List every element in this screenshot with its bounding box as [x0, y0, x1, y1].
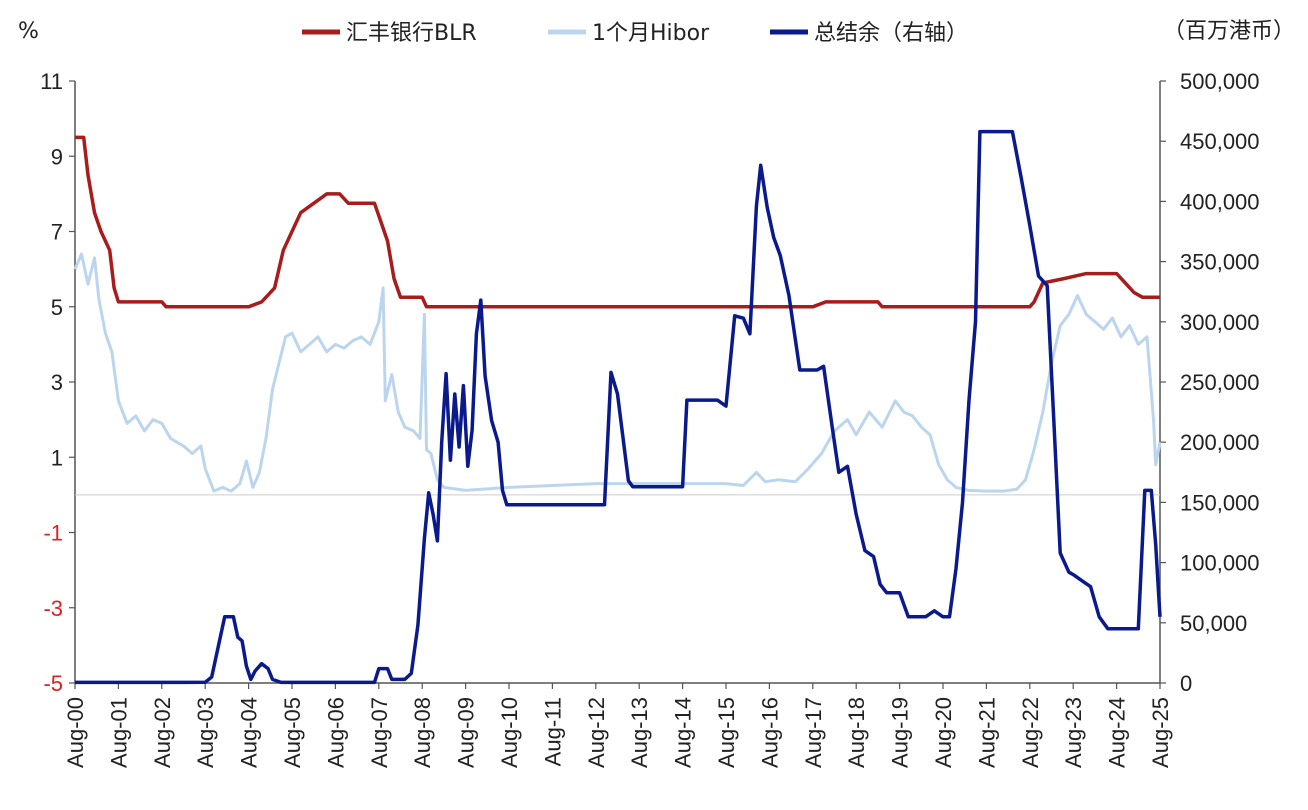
right-tick-label: 300,000: [1180, 310, 1260, 335]
series-line: [75, 129, 1162, 685]
x-tick-label: Aug-09: [454, 697, 479, 768]
x-tick-label: Aug-05: [280, 697, 305, 768]
right-tick-label: 450,000: [1180, 129, 1260, 154]
x-tick-label: Aug-14: [671, 697, 696, 768]
right-axis-ticks: 500,000 450,000 400,000 350,000 300,000 250,0…: [1160, 69, 1260, 696]
right-tick-label: 0: [1180, 671, 1192, 696]
left-tick-label: -3: [43, 596, 63, 621]
x-tick-label: Aug-20: [931, 697, 956, 768]
x-tick-label: Aug-03: [193, 697, 218, 768]
right-axis-unit: （百万港币）: [1163, 19, 1295, 44]
legend-label: 总结余（右轴）: [814, 21, 968, 46]
series-line: [75, 135, 1160, 309]
left-tick-label: 3: [51, 370, 63, 395]
x-tick-label: Aug-24: [1105, 697, 1130, 768]
x-tick-label: Aug-04: [237, 697, 262, 768]
x-tick-label: Aug-08: [410, 697, 435, 768]
x-tick-label: Aug-10: [497, 697, 522, 768]
legend-label: 1个月Hibor: [592, 21, 710, 46]
right-tick-label: 350,000: [1180, 250, 1260, 275]
x-tick-label: Aug-15: [714, 697, 739, 768]
chart-axes: [74, 81, 1161, 684]
x-tick-label: Aug-06: [323, 697, 348, 768]
x-tick-label: Aug-00: [63, 697, 88, 768]
x-tick-label: Aug-16: [757, 697, 782, 768]
legend-item: 1个月Hibor: [548, 21, 710, 46]
x-tick-label: Aug-02: [150, 697, 175, 768]
right-tick-label: 50,000: [1180, 611, 1247, 636]
left-tick-label: -5: [43, 671, 63, 696]
x-tick-label: Aug-25: [1148, 697, 1173, 768]
left-tick-label: 11: [40, 69, 63, 94]
legend-item: 总结余（右轴）: [770, 21, 968, 46]
left-tick-label: 5: [51, 295, 63, 320]
x-tick-label: Aug-12: [584, 697, 609, 768]
x-tick-label: Aug-07: [367, 697, 392, 768]
left-tick-label: -1: [43, 521, 63, 546]
x-tick-label: Aug-19: [888, 697, 913, 768]
x-axis-ticks: Aug-00 Aug-01 Aug-02 Aug-03 Aug-04 Aug-05 Aug-…: [63, 683, 1173, 768]
x-tick-label: Aug-21: [974, 697, 999, 768]
legend-item: 汇丰银行BLR: [302, 21, 477, 46]
right-tick-label: 100,000: [1180, 551, 1260, 576]
legend-label: 汇丰银行BLR: [346, 21, 477, 46]
left-tick-label: 1: [51, 445, 63, 470]
right-tick-label: 400,000: [1180, 189, 1260, 214]
series-line: [73, 252, 1162, 493]
right-tick-label: 500,000: [1180, 69, 1260, 94]
x-tick-label: Aug-17: [801, 697, 826, 768]
left-axis-ticks: 11 9 7 5 3 1 -1 -3 -5: [40, 69, 75, 696]
right-tick-label: 150,000: [1180, 490, 1260, 515]
x-tick-label: Aug-23: [1061, 697, 1086, 768]
left-tick-label: 9: [51, 144, 63, 169]
left-tick-label: 7: [51, 220, 63, 245]
x-tick-label: Aug-22: [1018, 697, 1043, 768]
x-tick-label: Aug-01: [106, 697, 131, 768]
x-tick-label: Aug-13: [627, 697, 652, 768]
left-axis-unit: %: [18, 19, 39, 44]
right-tick-label: 250,000: [1180, 370, 1260, 395]
x-tick-label: Aug-11: [540, 697, 565, 766]
right-tick-label: 200,000: [1180, 430, 1260, 455]
series-layer: [73, 129, 1162, 685]
chart-legend: 汇丰银行BLR 1个月Hibor 总结余（右轴）: [302, 21, 968, 46]
x-tick-label: Aug-18: [844, 697, 869, 768]
